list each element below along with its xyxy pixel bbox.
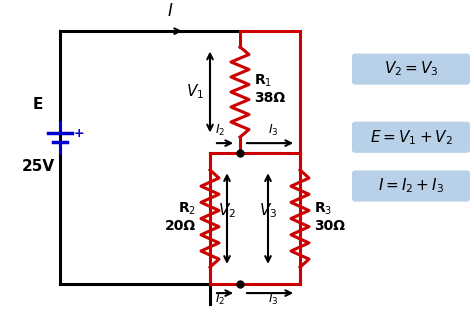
Text: R$_1$: R$_1$: [254, 72, 272, 89]
FancyBboxPatch shape: [352, 54, 470, 85]
Text: R$_3$: R$_3$: [314, 201, 332, 217]
Text: 25V: 25V: [21, 159, 55, 174]
Text: R$_2$: R$_2$: [178, 201, 196, 217]
Text: $V_2 = V_3$: $V_2 = V_3$: [383, 60, 438, 79]
Text: $I$: $I$: [167, 2, 173, 20]
Text: $I_3$: $I_3$: [268, 292, 278, 307]
Text: $I_2$: $I_2$: [215, 123, 225, 139]
FancyBboxPatch shape: [352, 170, 470, 201]
Text: $E = V_1 + V_2$: $E = V_1 + V_2$: [370, 128, 452, 147]
Text: E: E: [33, 97, 43, 112]
Text: $I_3$: $I_3$: [268, 123, 278, 139]
Text: $V_1$: $V_1$: [186, 83, 204, 101]
Text: $I_2$: $I_2$: [215, 292, 225, 307]
FancyBboxPatch shape: [352, 122, 470, 153]
Text: +: +: [74, 127, 85, 140]
Text: 30Ω: 30Ω: [314, 219, 345, 233]
Text: $V_3$: $V_3$: [259, 201, 277, 220]
Text: 20Ω: 20Ω: [165, 219, 196, 233]
Text: $V_2$: $V_2$: [218, 201, 236, 220]
Text: $I = I_2 + I_3$: $I = I_2 + I_3$: [378, 176, 444, 195]
Text: 38Ω: 38Ω: [254, 91, 285, 105]
